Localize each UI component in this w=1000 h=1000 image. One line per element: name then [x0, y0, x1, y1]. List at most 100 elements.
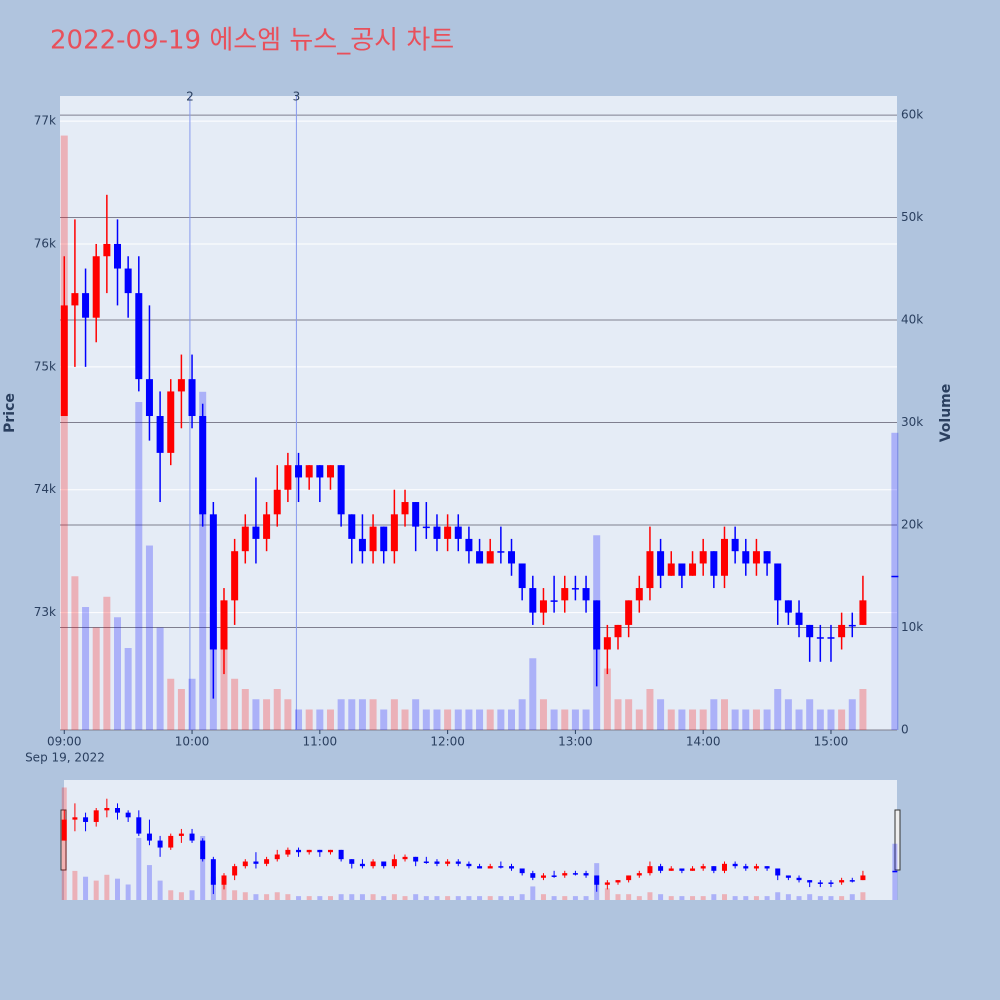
volume-bar: [444, 709, 452, 730]
range-handle-right[interactable]: [894, 809, 901, 871]
mini-candle-body: [690, 868, 696, 871]
volume-bar: [486, 709, 494, 730]
candle-body: [60, 305, 68, 417]
volume-bar: [508, 709, 516, 730]
candle-body: [550, 600, 558, 602]
candle-body: [646, 551, 654, 589]
volume-bar: [252, 699, 260, 730]
mini-candle-body: [721, 863, 727, 871]
candle-body: [614, 624, 622, 638]
volume-bar: [337, 699, 345, 730]
volume-bar: [476, 709, 484, 730]
mini-volume-bar: [178, 892, 184, 900]
candle-body: [167, 391, 175, 453]
mini-candle-body: [466, 863, 472, 867]
candle-body: [603, 637, 611, 650]
volume-bar: [316, 709, 324, 730]
candle-body: [731, 538, 739, 552]
candle-body: [742, 551, 750, 564]
mini-candle-body: [775, 868, 781, 876]
y2-tick-label: 50k: [901, 210, 923, 224]
y2-tick-label: 10k: [901, 620, 923, 634]
volume-bar: [582, 709, 590, 730]
mini-candle-body: [157, 840, 163, 848]
candle-body: [848, 624, 856, 627]
candle-body: [358, 538, 366, 552]
candle-body: [82, 293, 90, 318]
mini-candle-body: [487, 866, 493, 869]
volume-bar: [103, 596, 111, 730]
volume-bar: [156, 627, 164, 730]
candle-body: [891, 575, 899, 578]
mini-candle-body: [445, 861, 451, 864]
mini-candle-body: [264, 859, 270, 864]
volume-bar: [263, 699, 271, 730]
mini-volume-bar: [61, 787, 67, 900]
x-date-label: Sep 19, 2022: [25, 751, 105, 765]
candle-body: [710, 551, 718, 576]
y2-axis-title: Volume: [938, 384, 954, 443]
candle-body: [561, 588, 569, 601]
volume-bar: [518, 699, 526, 730]
mini-candle-body: [551, 875, 557, 877]
volume-bar: [497, 709, 505, 730]
volume-bar: [625, 699, 633, 730]
mini-candle-body: [455, 861, 461, 864]
candle-body: [231, 551, 239, 601]
mini-volume-bar: [775, 892, 781, 900]
mini-candle-body: [679, 868, 685, 871]
mini-candle-body: [711, 866, 717, 871]
candle-body: [422, 526, 430, 529]
mini-volume-bar: [487, 896, 493, 900]
candle-body: [529, 588, 537, 613]
range-slider[interactable]: [64, 780, 897, 900]
volume-bar: [806, 699, 814, 730]
mini-candle-body: [413, 856, 419, 862]
volume-bar: [433, 709, 441, 730]
volume-bar: [145, 545, 153, 730]
mini-candle-body: [200, 840, 206, 860]
candle-body: [135, 293, 143, 380]
mini-volume-bar: [668, 896, 674, 900]
mini-candle-body: [498, 866, 504, 868]
x-tick-label: 15:00: [814, 735, 849, 749]
x-tick-label: 11:00: [303, 735, 338, 749]
volume-bar: [859, 689, 867, 730]
candle-body: [188, 379, 196, 417]
mini-candle-body: [296, 849, 302, 853]
mini-volume-bar: [285, 894, 291, 900]
mini-candle-body: [530, 873, 536, 878]
mini-volume-bar: [349, 894, 355, 900]
x-tick-label: 09:00: [47, 735, 82, 749]
candle-body: [124, 268, 132, 294]
candle-body: [720, 538, 728, 576]
volume-bar: [401, 709, 409, 730]
mini-volume-bar: [434, 896, 440, 900]
volume-bar: [284, 699, 292, 730]
candle-body: [667, 563, 675, 576]
mini-volume-bar: [455, 896, 461, 900]
candle-body: [593, 600, 601, 650]
y-tick-label: 74k: [34, 482, 56, 496]
mini-candle-body: [434, 861, 440, 864]
mini-volume-bar: [104, 874, 110, 900]
mini-candle-body: [178, 833, 184, 836]
volume-bar: [752, 709, 760, 730]
mini-candle-body: [115, 808, 121, 813]
volume-bar: [167, 678, 175, 730]
mini-volume-bar: [658, 894, 664, 900]
mini-volume-bar: [551, 896, 557, 900]
y-tick-label: 76k: [34, 236, 56, 250]
mini-volume-bar: [242, 892, 248, 900]
mini-volume-bar: [125, 884, 131, 900]
mini-candle-body: [604, 882, 610, 885]
mini-volume-bar: [690, 896, 696, 900]
volume-bar: [82, 607, 90, 730]
mini-candle-body: [72, 817, 78, 820]
mini-volume-bar: [849, 894, 855, 900]
mini-candle-body: [785, 875, 791, 878]
candle-body: [625, 600, 633, 625]
volume-bar: [603, 668, 611, 730]
mini-volume-bar: [626, 894, 632, 900]
mini-candle-body: [668, 868, 674, 871]
